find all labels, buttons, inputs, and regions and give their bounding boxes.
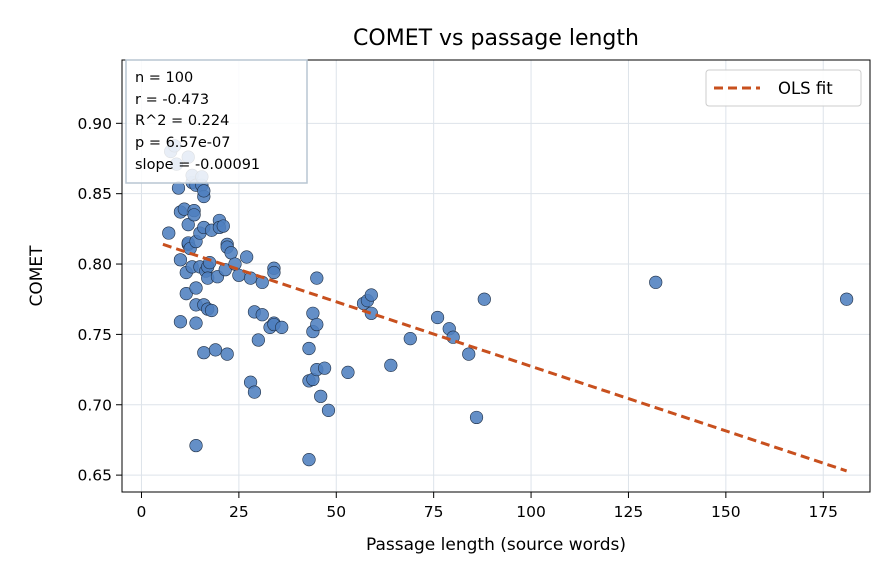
- y-tick-label: 0.75: [77, 326, 112, 344]
- x-axis-label: Passage length (source words): [366, 535, 626, 555]
- data-point: [364, 288, 378, 302]
- x-tick-label: 150: [711, 503, 741, 521]
- stat-r: r = -0.473: [135, 92, 209, 108]
- data-point: [310, 271, 324, 285]
- data-point: [469, 410, 484, 425]
- y-tick-label: 0.85: [77, 185, 112, 203]
- x-tick-label: 0: [137, 503, 147, 521]
- data-point: [306, 306, 320, 320]
- data-point: [314, 389, 328, 403]
- data-point: [251, 333, 265, 347]
- stat-n: n = 100: [135, 70, 193, 86]
- x-tick-label: 75: [424, 503, 444, 521]
- data-point: [197, 184, 211, 198]
- x-tick-label: 50: [326, 503, 346, 521]
- chart-title: COMET vs passage length: [353, 26, 639, 51]
- data-point: [205, 303, 219, 318]
- data-point: [197, 346, 211, 360]
- y-axis-label: COMET: [27, 245, 47, 307]
- data-point: [462, 347, 476, 361]
- y-tick-label: 0.80: [77, 256, 112, 274]
- y-axis: 0.65 0.70 0.75 0.80 0.85 0.90: [77, 115, 122, 485]
- legend: OLS fit: [705, 69, 862, 107]
- data-point: [321, 403, 336, 417]
- data-point: [189, 438, 203, 453]
- data-point: [189, 281, 203, 295]
- data-points: [162, 139, 854, 467]
- x-axis: 0 25 50 75 100 125 150 175: [137, 492, 838, 521]
- legend-label: OLS fit: [778, 79, 833, 98]
- y-tick-label: 0.65: [77, 467, 112, 485]
- x-tick-label: 125: [614, 503, 644, 521]
- stats-box-frame: [125, 59, 308, 184]
- data-point: [302, 453, 316, 467]
- plot-frame: [121, 59, 871, 493]
- data-point: [220, 347, 234, 361]
- data-point: [208, 343, 223, 357]
- ols-fit-line: [162, 242, 848, 473]
- data-point: [477, 292, 491, 306]
- x-tick-label: 175: [808, 503, 838, 521]
- data-point: [310, 317, 324, 332]
- data-point: [403, 332, 417, 346]
- data-point: [317, 361, 332, 375]
- grid: [122, 60, 870, 492]
- stats-box: n = 100 r = -0.473 R^2 = 0.224 p = 6.57e…: [125, 59, 308, 184]
- data-point: [240, 250, 254, 264]
- data-point: [189, 316, 203, 330]
- data-point: [247, 385, 262, 399]
- data-point: [341, 365, 355, 379]
- data-point: [302, 341, 316, 356]
- legend-frame: [705, 69, 862, 107]
- data-point: [173, 253, 188, 267]
- data-point: [430, 310, 445, 325]
- data-point: [649, 275, 663, 289]
- data-point: [173, 315, 188, 329]
- data-point: [267, 265, 281, 280]
- data-point: [224, 246, 238, 260]
- data-point: [162, 226, 176, 240]
- ols-fit: [162, 242, 848, 473]
- data-point: [840, 292, 854, 306]
- stat-slope: slope = -0.00091: [135, 157, 260, 173]
- data-point: [384, 358, 398, 372]
- stat-p: p = 6.57e-07: [135, 135, 230, 151]
- data-point: [187, 208, 201, 222]
- x-tick-label: 25: [229, 503, 249, 521]
- data-point: [255, 308, 269, 322]
- data-point: [181, 218, 195, 232]
- y-tick-label: 0.70: [77, 396, 112, 414]
- y-tick-label: 0.90: [77, 115, 112, 133]
- data-point: [216, 219, 230, 233]
- x-tick-label: 100: [516, 503, 546, 521]
- data-point: [275, 320, 289, 334]
- data-point: [364, 306, 378, 320]
- stat-r2: R^2 = 0.224: [135, 113, 229, 129]
